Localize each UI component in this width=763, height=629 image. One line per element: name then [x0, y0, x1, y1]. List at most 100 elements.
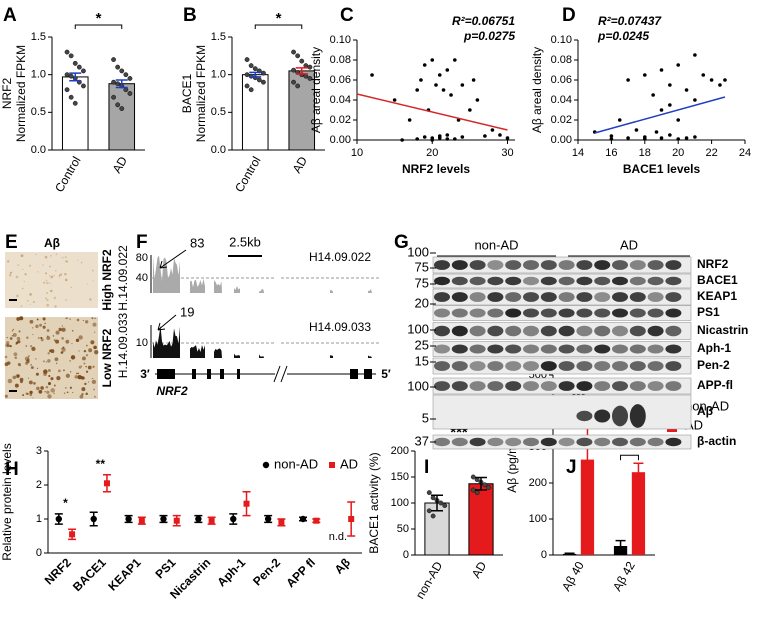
stain-dot — [54, 357, 59, 362]
mean-marker — [160, 515, 167, 523]
data-point — [609, 134, 614, 138]
stain-dot — [45, 361, 47, 363]
blot-band — [594, 361, 611, 371]
stain-dot — [61, 256, 64, 259]
blot-band — [594, 409, 611, 423]
stain-dot — [35, 253, 37, 256]
blot-band — [576, 437, 593, 447]
arrow — [157, 314, 177, 331]
data-point — [654, 130, 659, 134]
stain-dot — [35, 358, 37, 360]
stain-dot — [81, 365, 83, 367]
exon — [364, 369, 372, 379]
stain-dot — [65, 339, 70, 344]
stain-dot — [87, 365, 92, 370]
mw-marker: 25 — [415, 337, 429, 352]
stain-dot — [40, 386, 44, 390]
error-bar — [564, 552, 575, 556]
stain-dot — [46, 335, 49, 338]
blot-band — [665, 344, 682, 354]
stain-dot — [85, 344, 88, 347]
sample-name: H14.09.022 — [309, 250, 371, 264]
data-point — [415, 137, 419, 141]
y-tick-label: 1.5 — [31, 31, 46, 43]
panel-label: A — [3, 5, 17, 26]
blot-band — [469, 325, 486, 337]
blot-band — [434, 308, 450, 318]
data-point — [460, 135, 465, 139]
y-tick-label: 0.04 — [330, 94, 351, 106]
stain-dot — [30, 366, 34, 370]
data-point — [468, 108, 472, 112]
stain-dot — [69, 318, 71, 320]
legend-label: non-AD — [685, 398, 729, 413]
blot-band — [487, 344, 504, 354]
stain-dot — [69, 386, 73, 389]
y-tick-label: 0.06 — [551, 74, 572, 86]
stain-dot — [77, 375, 82, 380]
stain-dot — [31, 327, 34, 329]
stain-dot — [57, 369, 61, 373]
data-point — [441, 88, 446, 92]
data-point — [430, 58, 435, 62]
sample-id: H.14.09.033 — [116, 312, 130, 378]
blot-band — [629, 292, 646, 302]
blot-band — [629, 437, 646, 447]
blot-band — [523, 325, 539, 337]
stain-dot — [30, 364, 32, 366]
stain-dot — [47, 352, 50, 355]
stain-dot — [32, 333, 34, 335]
stain-dot — [93, 388, 96, 391]
x-tick-label: 24 — [739, 147, 751, 159]
stain-dot — [22, 268, 24, 270]
mw-marker: 75 — [415, 275, 429, 290]
stain-dot — [85, 365, 87, 368]
stain-dot — [52, 335, 55, 337]
stain-dot — [4, 362, 9, 367]
blot-band — [487, 437, 504, 447]
blot-band — [629, 361, 646, 371]
stain-dot — [42, 317, 46, 321]
blot-band — [434, 381, 450, 391]
blot-band — [612, 276, 628, 286]
stain-dot — [24, 356, 30, 362]
blot-band — [451, 276, 468, 286]
blot-band — [576, 325, 593, 337]
data-point — [248, 63, 254, 69]
data-point — [248, 73, 254, 79]
stain-dot — [19, 377, 24, 382]
error-bar — [615, 539, 626, 553]
stain-dot — [53, 296, 57, 300]
data-point — [392, 98, 397, 102]
stain-dot — [46, 329, 50, 332]
sample-id: H.14.09.022 — [116, 245, 130, 311]
stain-dot — [42, 325, 46, 329]
stain-dot — [82, 319, 84, 322]
protein-label: Nicastrin — [697, 323, 748, 337]
y-tick-label: 0.0 — [211, 144, 226, 156]
data-point — [626, 136, 630, 140]
stain-dot — [66, 317, 68, 320]
y-tick-label: 0.02 — [330, 114, 351, 126]
data-point — [617, 118, 622, 122]
stain-dot — [63, 369, 65, 372]
data-point — [422, 63, 427, 67]
exon — [220, 369, 224, 379]
y-tick-label: 1 — [36, 513, 42, 525]
blot-band — [487, 381, 504, 391]
stain-dot — [28, 264, 32, 267]
stain-dot — [50, 282, 52, 284]
stain-dot — [53, 384, 56, 387]
mean-marker — [138, 517, 145, 524]
row-label: Low NRF2 — [100, 328, 114, 387]
annotation: R²=0.07437 — [598, 14, 662, 28]
y-tick-label: 0.0 — [31, 144, 46, 156]
data-point — [684, 136, 689, 140]
blot-band — [594, 276, 611, 286]
stain-dot — [61, 327, 66, 332]
stain-dot — [23, 280, 25, 283]
stain-dot — [78, 335, 83, 340]
stain-dot — [43, 372, 47, 376]
stain-dot — [7, 260, 10, 263]
blot-band — [540, 344, 557, 354]
